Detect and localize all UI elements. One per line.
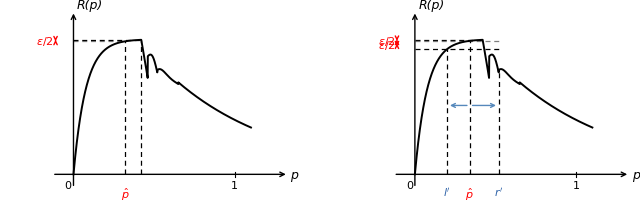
- Text: p: p: [291, 168, 298, 181]
- Text: 0: 0: [406, 181, 413, 191]
- Text: R(p): R(p): [419, 0, 445, 12]
- Text: $\hat{p}$: $\hat{p}$: [465, 185, 474, 202]
- Text: $\epsilon/2$: $\epsilon/2$: [378, 39, 395, 52]
- Text: R(p): R(p): [77, 0, 103, 12]
- Text: 1: 1: [231, 181, 238, 191]
- Text: $\epsilon/2$: $\epsilon/2$: [36, 35, 54, 48]
- Text: 1: 1: [573, 181, 580, 191]
- Text: p: p: [632, 168, 640, 181]
- Text: 0: 0: [65, 181, 72, 191]
- Text: $\epsilon/2$: $\epsilon/2$: [378, 35, 395, 48]
- Text: $\hat{p}$: $\hat{p}$: [121, 185, 129, 202]
- Text: $r'$: $r'$: [494, 185, 504, 198]
- Text: $l'$: $l'$: [444, 185, 451, 198]
